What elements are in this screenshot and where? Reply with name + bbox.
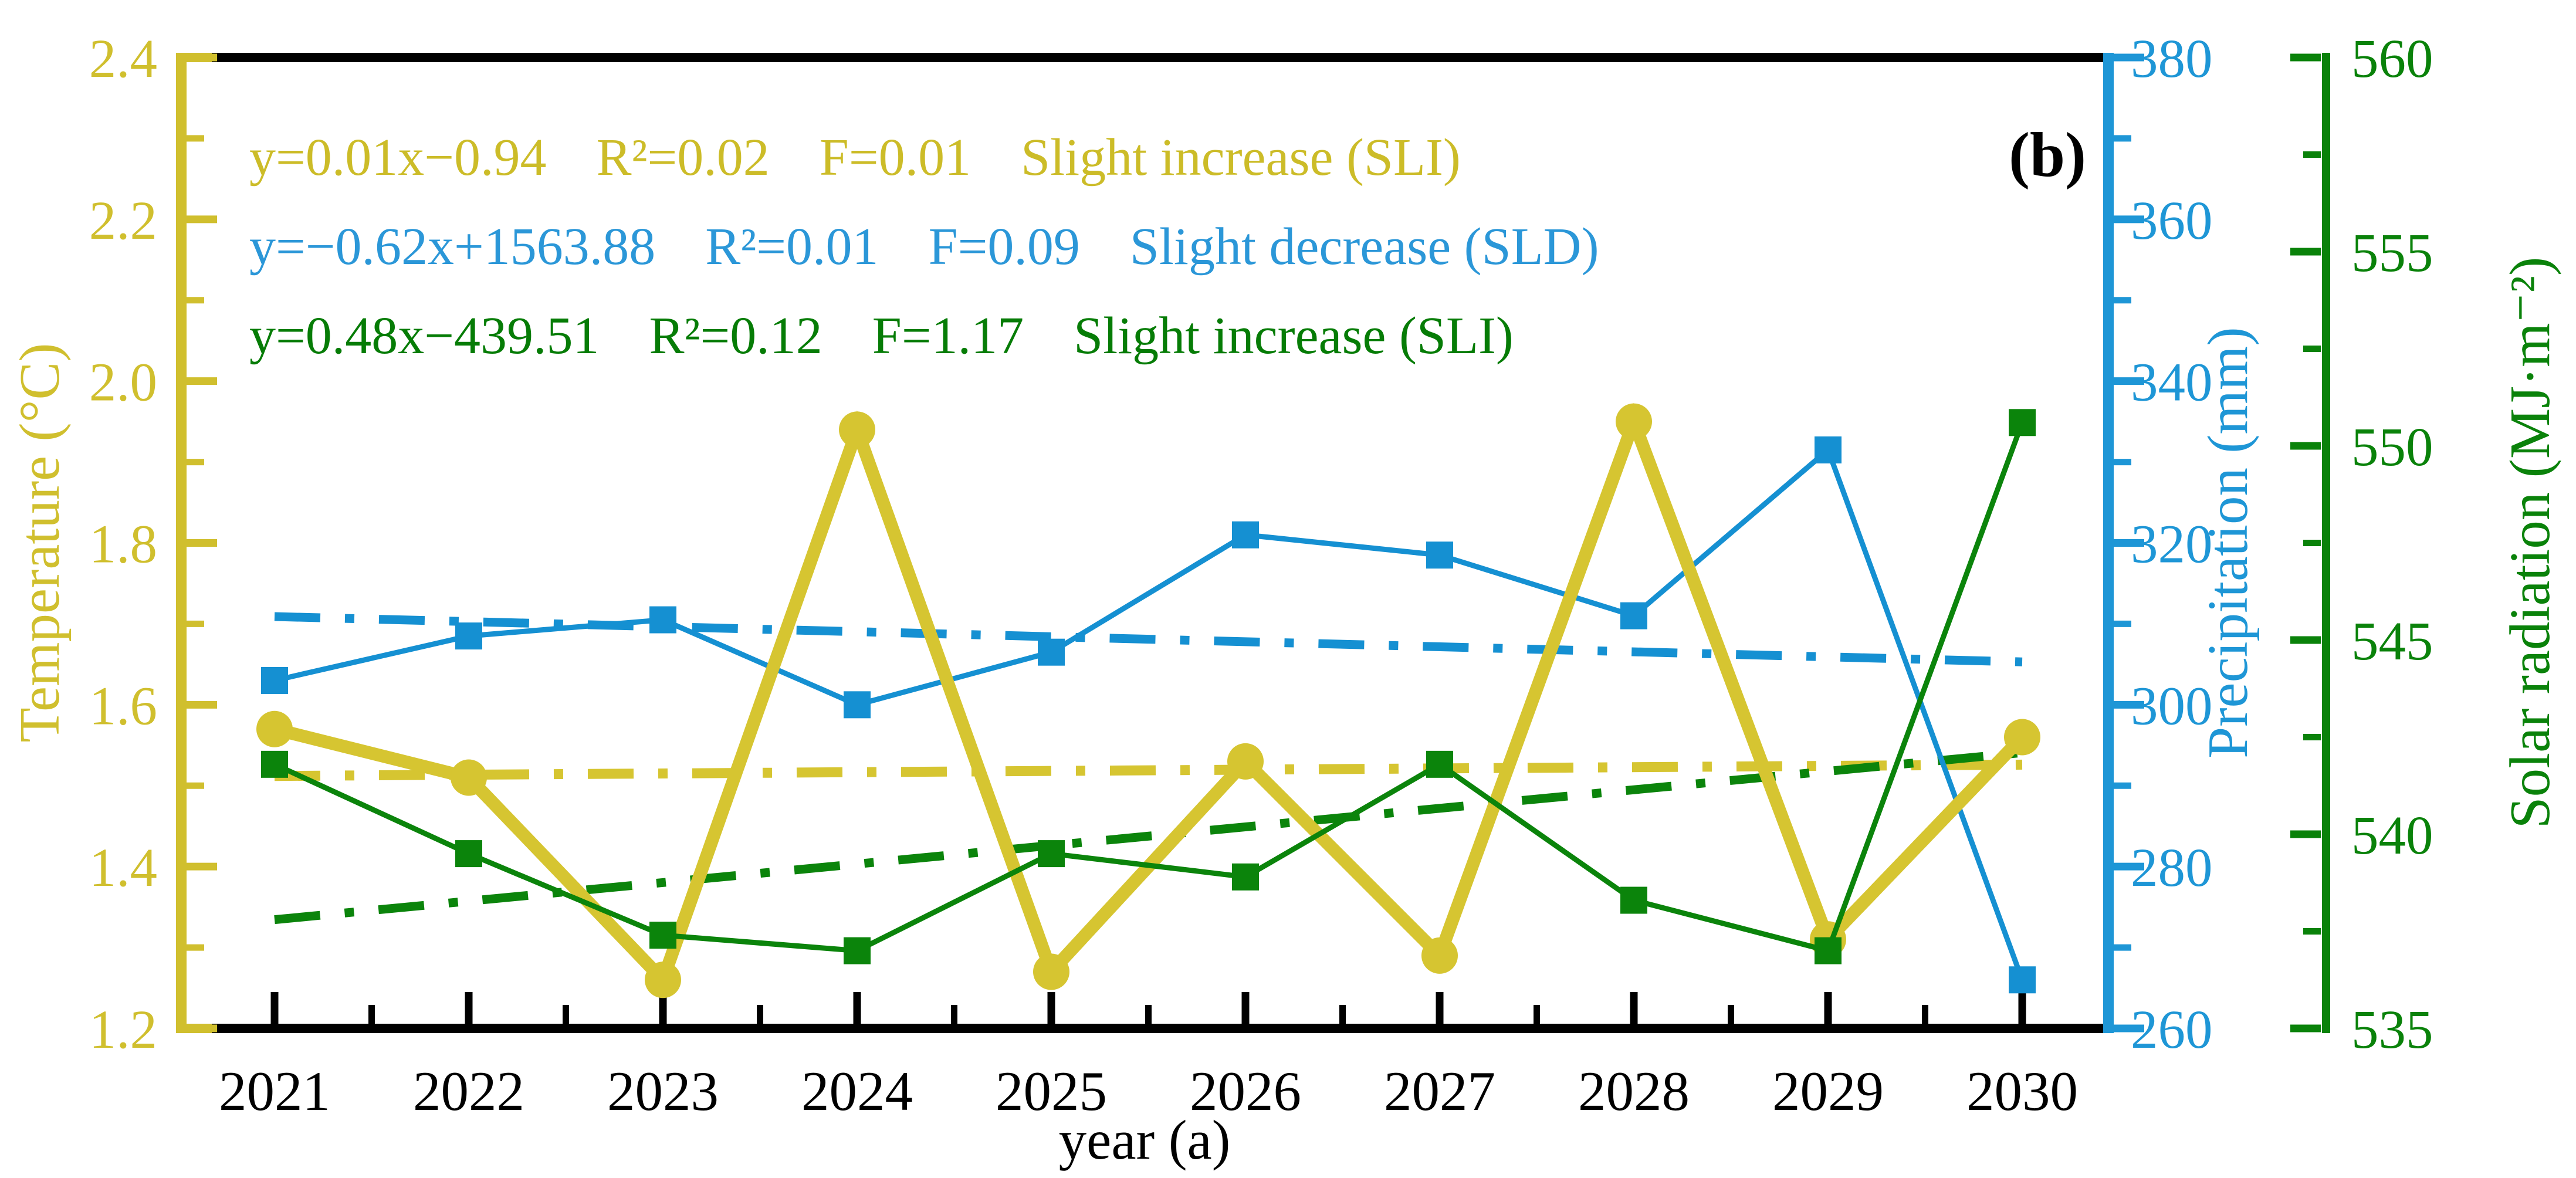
solar-tick-label: 535 <box>2351 1000 2433 1060</box>
temperature-point-2021 <box>256 710 293 747</box>
precipitation-tick-label: 340 <box>2131 353 2213 413</box>
solar-radiation-point-2026 <box>1232 863 1259 891</box>
solar-radiation-point-2021 <box>261 750 288 778</box>
axes-layer <box>176 53 2330 1033</box>
solar-radiation-point-2027 <box>1426 750 1453 778</box>
precipitation-trend-line <box>274 612 2023 666</box>
data-series-layer <box>256 402 2040 998</box>
precipitation-line <box>273 445 2025 981</box>
solar-radiation-point-2029 <box>1815 937 1842 964</box>
solar-radiation-point-2023 <box>649 922 676 949</box>
solar-radiation-point-2024 <box>844 937 871 964</box>
precipitation-tick-label: 280 <box>2131 838 2213 898</box>
solar-tick-label: 555 <box>2351 223 2433 283</box>
precipitation-point-2021 <box>261 666 288 694</box>
x-tick-label: 2021 <box>219 1060 330 1122</box>
temperature-point-2026 <box>1227 743 1264 780</box>
precipitation-tick-label: 320 <box>2131 514 2213 575</box>
temperature-point-2023 <box>645 962 681 998</box>
temperature-point-2030 <box>2004 719 2040 756</box>
precipitation-equation: y=−0.62x+1563.88 R²=0.01 F=0.09 Slight decr… <box>249 218 1599 276</box>
solar-tick-label: 540 <box>2351 805 2433 866</box>
precipitation-point-2023 <box>649 606 676 634</box>
precipitation-point-2026 <box>1232 521 1259 549</box>
solar-radiation-point-2030 <box>2009 409 2036 436</box>
temperature-point-2028 <box>1616 403 1652 440</box>
x-tick-label: 2027 <box>1384 1060 1495 1122</box>
precipitation-axis-title: Precipitation (mm) <box>2196 327 2259 758</box>
x-tick-label: 2029 <box>1772 1060 1884 1122</box>
precipitation-point-2028 <box>1620 602 1647 629</box>
trend-lines-layer <box>274 612 2023 925</box>
precipitation-tick-label: 380 <box>2131 29 2213 89</box>
temperature-equation: y=0.01x−0.94 R²=0.02 F=0.01 Slight increase… <box>249 128 1461 187</box>
precipitation-point-2025 <box>1038 638 1065 666</box>
temperature-point-2025 <box>1033 953 1069 990</box>
precipitation-point-2030 <box>2009 966 2036 994</box>
temperature-tick-label: 2.0 <box>89 353 157 413</box>
x-tick-label: 2026 <box>1190 1060 1301 1122</box>
solar-radiation-point-2022 <box>455 840 482 868</box>
tick-labels-layer: 2021 2022 2023 2024 2025 2026 2027 2028 2029 2030… <box>89 29 2433 1122</box>
precipitation-tick-label: 360 <box>2131 191 2213 251</box>
solar-tick-label: 545 <box>2351 611 2433 672</box>
x-tick-label: 2030 <box>1966 1060 2078 1122</box>
x-tick-label: 2023 <box>607 1060 719 1122</box>
solar-radiation-equation: y=0.48x−439.51 R²=0.12 F=1.17 Slight increa… <box>249 307 1514 365</box>
precipitation-point-2022 <box>455 622 482 650</box>
axis-titles-layer: Temperature (°C) Precipitation (mm) Solar … <box>8 257 2561 829</box>
solar-radiation-point-2025 <box>1038 840 1065 868</box>
solar-radiation-point-2028 <box>1620 886 1647 914</box>
precipitation-point-2027 <box>1426 541 1453 569</box>
precipitation-tick-label: 260 <box>2131 1000 2213 1060</box>
temperature-trend-line <box>274 759 2023 781</box>
x-axis-title: year (a) <box>1059 1109 1231 1171</box>
solar-tick-label: 550 <box>2351 417 2433 478</box>
precipitation-point-2029 <box>1815 436 1842 463</box>
temperature-axis-title: Temperature (°C) <box>8 343 71 742</box>
temperature-tick-label: 1.8 <box>89 514 157 575</box>
precipitation-point-2024 <box>844 691 871 719</box>
temperature-point-2027 <box>1421 937 1458 974</box>
solar-radiation-trend-line <box>274 748 2023 925</box>
temperature-tick-label: 1.4 <box>89 838 157 898</box>
x-tick-label: 2028 <box>1578 1060 1690 1122</box>
solar-tick-label: 560 <box>2351 29 2433 89</box>
solar-radiation-line <box>273 421 2025 954</box>
solar-axis-title: Solar radiation (MJ·m⁻²) <box>2499 257 2561 829</box>
x-tick-label: 2024 <box>801 1060 913 1122</box>
precipitation-tick-label: 300 <box>2131 676 2213 736</box>
temperature-tick-label: 1.6 <box>89 676 157 736</box>
temperature-tick-label: 1.2 <box>89 1000 157 1060</box>
temperature-tick-label: 2.4 <box>89 29 157 89</box>
regression-equations-layer: y=0.01x−0.94 R²=0.02 F=0.01 Slight increase… <box>249 128 1599 365</box>
x-tick-label: 2025 <box>996 1060 1107 1122</box>
temperature-point-2024 <box>839 411 875 448</box>
x-tick-label: 2022 <box>413 1060 524 1122</box>
figure-label: (b) <box>2009 120 2086 190</box>
temperature-tick-label: 2.2 <box>89 191 157 251</box>
temperature-point-2022 <box>451 759 487 796</box>
